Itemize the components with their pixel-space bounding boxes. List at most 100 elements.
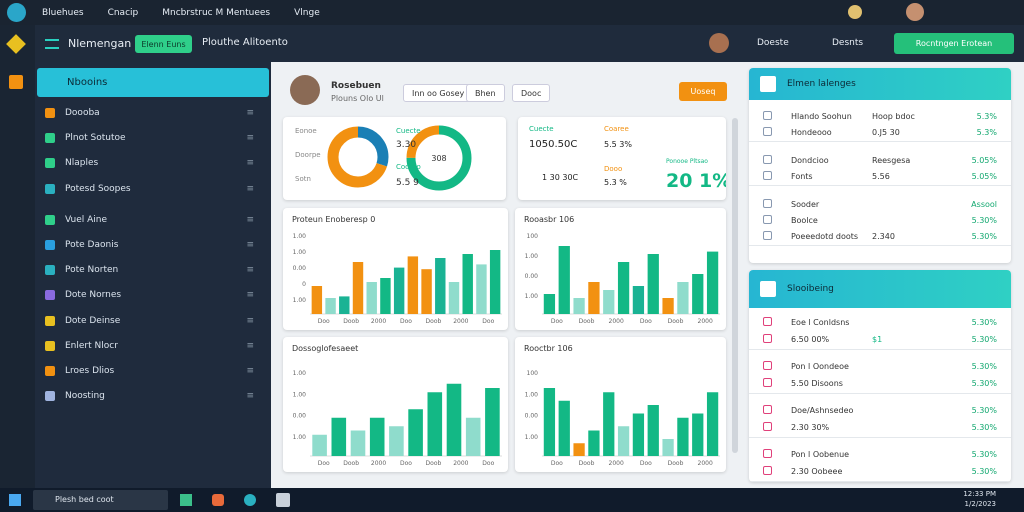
y-tick-label: 1.00 (525, 293, 539, 300)
menu[interactable]: Desnts (832, 38, 864, 48)
row-text: 5.30% (971, 379, 997, 388)
row-text: 5.05% (971, 172, 997, 181)
row-icon (763, 422, 772, 431)
icon[interactable] (6, 34, 26, 54)
icon-strip (0, 25, 35, 488)
x-tick-label: Doo (482, 318, 494, 325)
sidebar-item[interactable]: Dote Deinse ≡ (45, 310, 260, 332)
row-icon (763, 466, 772, 475)
icon[interactable] (9, 75, 23, 89)
chart-title: Proteun Enoberesp 0 (292, 215, 375, 224)
y-tick-label: 1.00 (525, 434, 539, 441)
profile-button[interactable]: Dooc (512, 84, 551, 102)
bar (311, 286, 323, 314)
tab[interactable]: Bluehues (42, 7, 84, 18)
row-icon (763, 127, 772, 136)
row-text: 5.30% (971, 318, 997, 327)
row-divider (749, 481, 1011, 482)
tab[interactable]: Cnacip (107, 7, 139, 18)
stat-value: 1 30 30C (542, 173, 579, 182)
app-icon[interactable] (244, 494, 256, 506)
sidebar-item[interactable]: Doooba ≡ (45, 102, 260, 124)
app-icon[interactable] (212, 494, 224, 506)
tabs: Bluehues Cnacip Mncbrstruc M Mentuees Vlnge (42, 0, 320, 25)
search-box[interactable]: Plesh bed coot (33, 490, 168, 510)
tab[interactable]: Mncbrstruc M Mentuees (162, 7, 271, 18)
taskbar: Plesh bed coot 12:33 PM 1/2/2023 (0, 488, 1024, 512)
row-text: $1 (872, 335, 883, 344)
donut-label: Cooreo (396, 163, 421, 171)
top-bar: Bluehues Cnacip Mncbrstruc M Mentuees Vlnge (0, 0, 1024, 25)
bar (435, 258, 446, 314)
item-label: Plnot Sotutoe (65, 133, 126, 144)
bar (692, 274, 704, 314)
row-text: 5.05% (971, 156, 997, 165)
row-icon (763, 405, 772, 414)
row-icon (763, 449, 772, 458)
x-tick-label: Doo (400, 318, 412, 325)
item-label: Enlert Nlocr (65, 340, 118, 351)
tab[interactable]: Vlnge (294, 7, 320, 18)
avatar[interactable] (709, 33, 729, 53)
bar (706, 392, 719, 456)
sidebar-item[interactable]: Potesd Soopes ≡ (45, 178, 260, 200)
sidebar-item[interactable]: Nlaples ≡ (45, 152, 260, 174)
bar (543, 388, 556, 456)
profile-button[interactable]: Inn oo Gosey (403, 84, 474, 102)
user-name[interactable]: Doeste (757, 38, 789, 48)
bar (389, 426, 404, 456)
row-text: 5.30% (971, 232, 997, 241)
x-tick-label: Doob (579, 460, 595, 467)
y-tick-label: 1.00 (293, 233, 307, 240)
row-divider (749, 393, 1011, 394)
item-label: Dote Deinse (65, 315, 121, 326)
avatar[interactable] (906, 3, 924, 21)
item-label: Potesd Soopes (65, 183, 131, 194)
item-icon (45, 340, 55, 351)
x-tick-label: 2000 (371, 318, 386, 325)
bar (462, 254, 473, 314)
x-tick-label: 2000 (698, 460, 713, 467)
item-handle: ≡ (246, 158, 254, 169)
sidebar-item[interactable]: Dote Nornes ≡ (45, 284, 260, 306)
sidebar-item[interactable]: Plnot Sotutoe ≡ (45, 127, 260, 149)
stat-label: Dooo (604, 165, 622, 173)
bar (603, 290, 615, 314)
action-button[interactable]: Rocntngen Erotean (894, 33, 1014, 54)
side-label: Doorpe (295, 151, 321, 159)
sidebar-item[interactable]: Vuel Aine ≡ (45, 209, 260, 231)
app-icon[interactable] (276, 493, 290, 507)
stats: Cuecte 1050.50C Coaree 5.5 3% 1 30 30C Dooo 5.… (529, 125, 731, 192)
tag-button[interactable]: Elenn Euns (135, 35, 192, 53)
row-text: 5.30% (971, 450, 997, 459)
start-button[interactable] (9, 494, 21, 506)
menu-icon[interactable] (45, 39, 59, 49)
app-icon[interactable] (180, 494, 192, 506)
row-text: 2.30 Oobeee (791, 467, 843, 476)
sidebar-item[interactable]: Pote Daonis ≡ (45, 234, 260, 256)
row-text: Boolce (791, 216, 818, 225)
side-label: Eonoe (295, 127, 317, 135)
profile-action[interactable]: Uoseq (679, 82, 727, 101)
row-icon (763, 378, 772, 387)
row-icon (763, 155, 772, 164)
icon[interactable] (848, 5, 862, 19)
scrollbar[interactable] (732, 118, 738, 453)
bar (677, 282, 689, 314)
row-text: Sooder (791, 200, 820, 209)
app-logo[interactable] (7, 3, 26, 22)
sidebar-item[interactable]: Enlert Nlocr ≡ (45, 335, 260, 357)
donut-label: Cuecte (396, 127, 421, 135)
row-text: 5.56 (872, 172, 890, 181)
sidebar-item[interactable]: Noosting ≡ (45, 385, 260, 407)
bar (350, 430, 366, 456)
sidebar-item[interactable]: Lroes Dlios ≡ (45, 360, 260, 382)
profile-button[interactable]: Bhen (466, 84, 505, 102)
row-divider (749, 141, 1011, 142)
y-tick-label: 1.00 (293, 249, 307, 256)
sidebar-item[interactable]: Pote Norten ≡ (45, 259, 260, 281)
item-icon (45, 240, 55, 250)
row-text: Hlando Soohun (791, 112, 852, 121)
sidebar-active[interactable]: Nbooins (37, 68, 269, 97)
